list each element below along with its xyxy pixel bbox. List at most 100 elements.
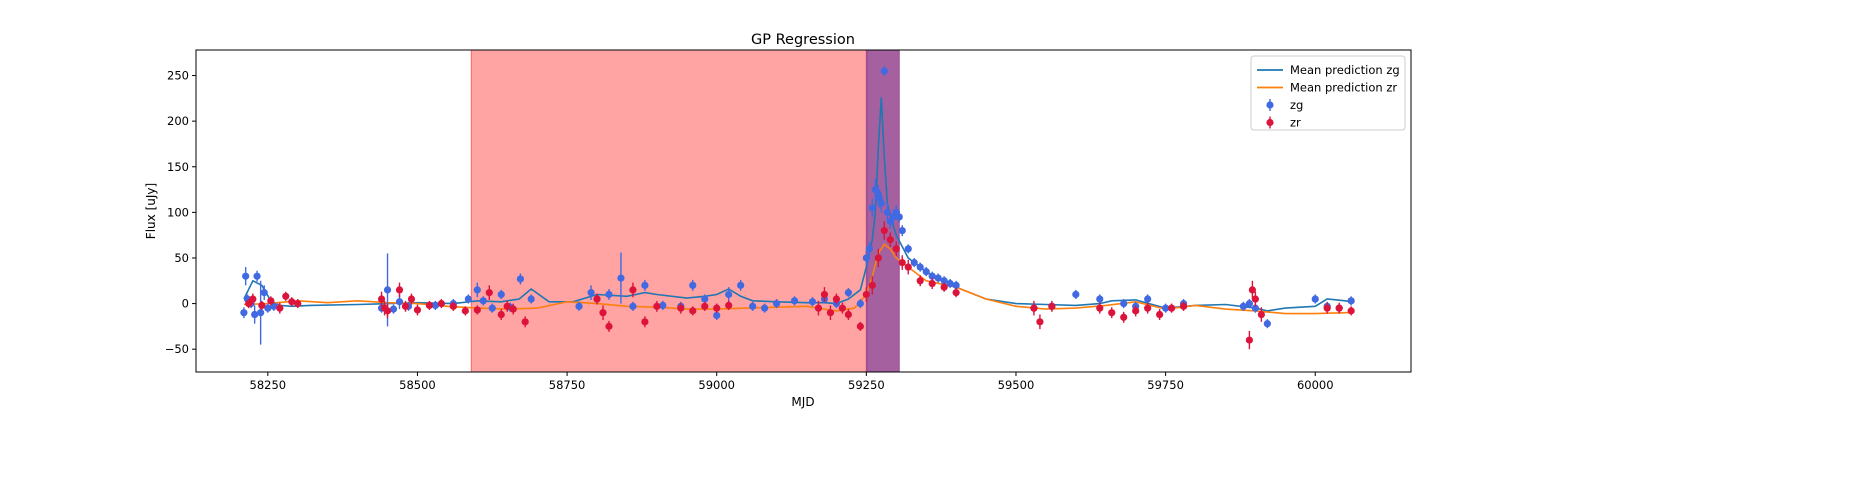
data-point-zg xyxy=(242,272,250,280)
legend-label: Mean prediction zr xyxy=(1290,81,1397,95)
data-point-zr xyxy=(503,302,511,310)
data-point-zg xyxy=(1251,304,1259,312)
data-point-zg xyxy=(395,298,404,306)
data-point-zr xyxy=(820,290,829,299)
data-point-zr xyxy=(928,279,936,288)
data-point-zg xyxy=(946,279,954,288)
data-point-zg xyxy=(877,199,885,207)
data-point-zr xyxy=(605,322,613,330)
data-point-zg xyxy=(856,299,864,308)
data-point-zg xyxy=(749,302,757,310)
data-point-zr xyxy=(844,310,852,319)
data-point-zr xyxy=(1108,309,1116,317)
legend-marker-swatch xyxy=(1266,118,1274,127)
data-points xyxy=(240,66,1355,350)
data-point-zg xyxy=(916,263,924,271)
y-tick-label: 200 xyxy=(167,114,189,128)
data-point-zg xyxy=(253,272,261,280)
data-point-zr xyxy=(276,304,284,312)
data-point-zr xyxy=(1245,336,1253,344)
data-point-zg xyxy=(934,274,942,282)
data-point-zg xyxy=(928,272,936,280)
data-point-zg xyxy=(1263,320,1271,328)
data-point-zg xyxy=(240,309,248,317)
data-point-zg xyxy=(883,208,891,216)
data-point-zg xyxy=(527,295,535,303)
y-tick-label: 50 xyxy=(174,251,189,265)
plot-frame xyxy=(195,49,1412,373)
data-point-zr xyxy=(1132,307,1140,315)
data-point-zg xyxy=(1096,295,1104,303)
data-point-zr xyxy=(425,301,434,310)
data-point-zr xyxy=(1144,304,1152,312)
data-point-zg xyxy=(251,310,259,319)
chart-title: GP Regression xyxy=(751,32,855,48)
data-point-zg xyxy=(464,295,472,303)
data-point-zr xyxy=(892,245,900,253)
legend-label: zg xyxy=(1290,98,1303,112)
data-point-zr xyxy=(267,297,275,305)
data-point-zg xyxy=(629,302,637,310)
data-point-zg xyxy=(790,297,799,305)
data-point-zr xyxy=(940,283,948,291)
data-point-zr xyxy=(473,306,481,314)
axes: 58250 58500 58750 59000 59250 59500 59750 60000… xyxy=(165,49,1412,392)
data-point-zg xyxy=(497,290,505,299)
data-point-zg xyxy=(383,286,392,294)
data-point-zr xyxy=(485,289,493,297)
x-axis-label: MJD xyxy=(791,395,814,409)
data-point-zg xyxy=(617,274,625,282)
data-point-zr xyxy=(677,304,685,312)
data-point-zg xyxy=(641,281,649,289)
data-point-zr xyxy=(916,277,924,285)
data-point-zr xyxy=(1048,302,1056,310)
shaded-regions xyxy=(470,49,900,373)
data-point-zr xyxy=(725,301,733,310)
data-point-zr xyxy=(413,306,422,314)
data-point-zr xyxy=(437,299,445,308)
data-point-zr xyxy=(383,307,392,315)
data-point-zg xyxy=(862,254,870,262)
data-point-zg xyxy=(1072,290,1080,299)
data-point-zr xyxy=(249,295,257,303)
data-point-zr xyxy=(1251,295,1259,303)
data-point-zr xyxy=(629,286,637,294)
data-point-zr xyxy=(856,322,864,330)
x-tick-label: 58250 xyxy=(250,378,287,392)
data-point-zr xyxy=(401,302,410,310)
data-point-zr xyxy=(1257,310,1265,319)
data-point-zg xyxy=(1347,297,1355,305)
data-point-zg xyxy=(270,302,278,310)
data-point-zr xyxy=(599,309,607,317)
data-point-zr xyxy=(1156,310,1164,319)
data-point-zr xyxy=(952,289,960,297)
data-point-zg xyxy=(1120,299,1128,308)
data-point-zg xyxy=(473,286,481,294)
legend-box xyxy=(1250,55,1406,131)
x-tick-label: 58500 xyxy=(399,378,436,392)
data-point-zg xyxy=(922,268,930,276)
data-point-zr xyxy=(1167,304,1176,312)
data-point-zg xyxy=(1311,295,1319,303)
data-point-zr xyxy=(521,318,529,326)
data-point-zg xyxy=(605,290,613,299)
legend: Mean prediction zg Mean prediction zr zg zr xyxy=(1250,55,1406,131)
data-point-zr xyxy=(1120,313,1128,321)
x-tick-label: 59500 xyxy=(998,378,1035,392)
data-point-zr xyxy=(294,299,302,308)
data-point-zg xyxy=(713,311,721,320)
data-point-zr xyxy=(826,309,835,317)
data-point-zg xyxy=(772,299,781,308)
legend-marker-swatch xyxy=(1266,101,1274,109)
data-point-zr xyxy=(407,295,416,303)
data-point-zr xyxy=(874,254,882,262)
y-tick-label: 0 xyxy=(182,297,189,311)
data-point-zr xyxy=(282,292,290,300)
data-point-zr xyxy=(1036,318,1044,326)
legend-label: Mean prediction zg xyxy=(1290,63,1400,77)
x-tick-label: 59250 xyxy=(848,378,885,392)
x-tick-label: 58750 xyxy=(549,378,586,392)
data-point-zg xyxy=(264,304,272,312)
data-point-zg xyxy=(431,301,440,310)
